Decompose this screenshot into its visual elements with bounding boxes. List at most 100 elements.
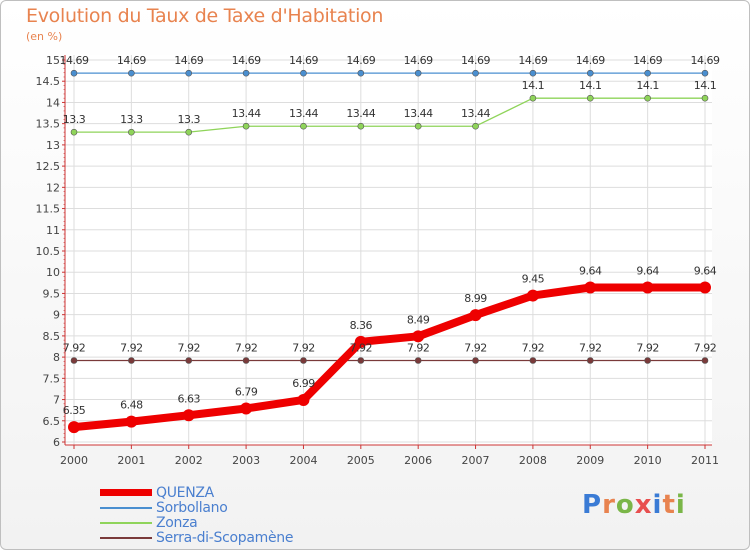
data-point-quenza bbox=[469, 309, 482, 322]
data-point-zonza bbox=[357, 122, 365, 130]
data-label-serra-di-scopam-ne: 7.92 bbox=[694, 342, 717, 355]
data-point-zonza bbox=[644, 94, 651, 102]
data-label-quenza: 9.64 bbox=[636, 265, 659, 278]
data-label-sorbollano: 14.69 bbox=[232, 54, 261, 67]
chart-subtitle: (en %) bbox=[26, 30, 63, 43]
data-label-serra-di-scopam-ne: 7.92 bbox=[579, 342, 602, 355]
data-point-quenza bbox=[240, 402, 253, 415]
y-tick-label: 15 bbox=[46, 54, 60, 67]
data-label-sorbollano: 14.69 bbox=[461, 54, 490, 67]
logo-letter: i bbox=[652, 490, 663, 520]
data-point-serra-di-scopam-ne bbox=[529, 357, 537, 364]
data-point-serra-di-scopam-ne bbox=[472, 357, 479, 364]
data-label-serra-di-scopam-ne: 7.92 bbox=[407, 342, 430, 355]
y-tick-label: 6.5 bbox=[43, 415, 61, 428]
data-label-quenza: 6.99 bbox=[292, 377, 315, 390]
legend-swatch-serra bbox=[100, 536, 152, 539]
y-tick-label: 12 bbox=[46, 181, 60, 194]
series-line-quenza bbox=[70, 283, 709, 432]
chart-grid bbox=[65, 55, 712, 445]
y-tick-label: 8 bbox=[53, 351, 60, 364]
y-tick-label: 7.5 bbox=[43, 372, 61, 385]
x-tick-label: 2006 bbox=[404, 454, 432, 467]
logo-letter: t bbox=[662, 490, 676, 520]
data-point-quenza bbox=[297, 393, 310, 406]
data-point-zonza bbox=[242, 122, 250, 130]
data-label-quenza: 8.99 bbox=[464, 292, 487, 305]
data-point-serra-di-scopam-ne bbox=[128, 357, 135, 364]
legend-label: Serra-di-Scopamène bbox=[156, 529, 294, 546]
chart-series bbox=[68, 69, 711, 434]
data-point-sorbollano bbox=[414, 69, 422, 77]
data-label-serra-di-scopam-ne: 7.92 bbox=[292, 342, 315, 355]
data-label-serra-di-scopam-ne: 7.92 bbox=[235, 342, 258, 355]
x-tick-label: 2009 bbox=[576, 454, 604, 467]
data-point-zonza bbox=[128, 128, 135, 136]
x-tick-label: 2000 bbox=[60, 454, 88, 467]
data-label-quenza: 9.64 bbox=[694, 265, 717, 278]
chart-axes: 6 6.5 7 7.5 8 8.5 9 9.5 10 10.5 11 11.5 12 12.5 13 13.5… bbox=[36, 54, 720, 467]
data-point-serra-di-scopam-ne bbox=[414, 357, 422, 364]
x-tick-label: 2005 bbox=[347, 454, 375, 467]
data-label-sorbollano: 14.69 bbox=[518, 54, 547, 67]
data-point-sorbollano bbox=[185, 69, 193, 77]
data-label-serra-di-scopam-ne: 7.92 bbox=[63, 342, 86, 355]
x-tick-label: 2007 bbox=[462, 454, 490, 467]
data-point-serra-di-scopam-ne bbox=[300, 357, 307, 364]
data-label-zonza: 14.1 bbox=[694, 79, 717, 92]
data-label-serra-di-scopam-ne: 7.92 bbox=[636, 342, 659, 355]
y-tick-label: 11 bbox=[46, 224, 60, 237]
data-label-quenza: 9.64 bbox=[579, 265, 602, 278]
data-label-zonza: 13.44 bbox=[461, 107, 490, 120]
legend-item-zonza: Zonza bbox=[100, 514, 293, 531]
data-point-quenza bbox=[412, 330, 425, 343]
data-label-quenza: 6.48 bbox=[120, 399, 143, 412]
data-label-sorbollano: 14.69 bbox=[60, 54, 89, 67]
y-tick-label: 10 bbox=[46, 266, 60, 279]
x-tick-label: 2001 bbox=[117, 454, 145, 467]
data-point-serra-di-scopam-ne bbox=[701, 357, 709, 364]
x-tick-label: 2010 bbox=[634, 454, 662, 467]
legend-label: Zonza bbox=[156, 514, 198, 531]
data-label-quenza: 9.45 bbox=[522, 273, 545, 286]
y-tick-label: 6 bbox=[53, 436, 60, 449]
y-tick-label: 10.5 bbox=[36, 245, 61, 258]
chart-data-labels: 14.69 14.69 14.69 14.69 14.69 14.69 14.69 14.69… bbox=[60, 54, 721, 417]
x-tick-label: 2002 bbox=[175, 454, 203, 467]
data-label-quenza: 8.49 bbox=[407, 313, 430, 326]
legend: QUENZA Sorbollano Zonza Serra-di-Scopamè… bbox=[100, 484, 294, 546]
y-tick-label: 13.5 bbox=[36, 118, 61, 131]
data-point-zonza bbox=[300, 122, 307, 130]
data-label-zonza: 13.3 bbox=[120, 113, 143, 126]
data-label-serra-di-scopam-ne: 7.92 bbox=[120, 342, 143, 355]
data-label-sorbollano: 14.69 bbox=[117, 54, 146, 67]
data-point-zonza bbox=[185, 128, 193, 136]
data-point-serra-di-scopam-ne bbox=[185, 357, 193, 364]
data-point-serra-di-scopam-ne bbox=[242, 357, 250, 364]
legend-item-sorbollano: Sorbollano bbox=[100, 500, 293, 516]
x-tick-label: 2004 bbox=[289, 454, 317, 467]
data-point-zonza bbox=[414, 122, 422, 130]
data-label-sorbollano: 14.69 bbox=[346, 54, 375, 67]
data-label-sorbollano: 14.69 bbox=[289, 54, 318, 67]
data-point-quenza bbox=[526, 289, 539, 302]
data-point-quenza bbox=[584, 281, 597, 294]
data-label-zonza: 13.44 bbox=[346, 107, 375, 120]
data-point-quenza bbox=[354, 335, 367, 348]
data-point-zonza bbox=[529, 94, 537, 102]
data-point-sorbollano bbox=[242, 69, 250, 77]
logo-letter: P bbox=[582, 490, 603, 520]
x-tick-label: 2008 bbox=[519, 454, 547, 467]
data-point-sorbollano bbox=[529, 69, 537, 77]
legend-label: QUENZA bbox=[156, 484, 214, 501]
x-tick-label: 2003 bbox=[232, 454, 260, 467]
data-label-quenza: 8.36 bbox=[350, 319, 373, 332]
series-line-zonza bbox=[73, 97, 706, 133]
data-label-quenza: 6.79 bbox=[235, 385, 258, 398]
y-tick-label: 14 bbox=[46, 96, 60, 109]
data-label-sorbollano: 14.69 bbox=[174, 54, 203, 67]
data-point-quenza bbox=[641, 281, 654, 294]
y-tick-label: 14.5 bbox=[36, 75, 61, 88]
data-point-sorbollano bbox=[128, 69, 135, 77]
